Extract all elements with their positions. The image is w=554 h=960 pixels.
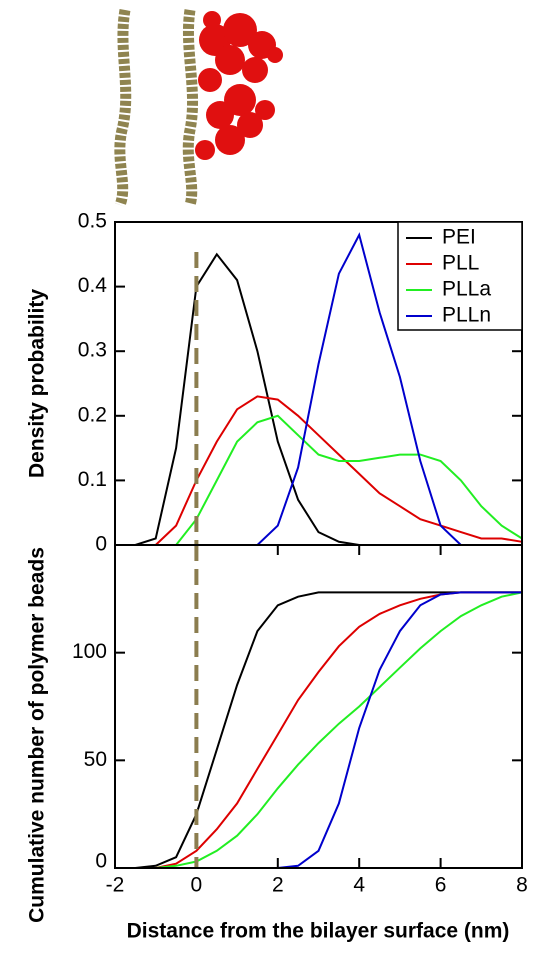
y-tick-label: 0.3 [78,339,107,362]
x-tick-label: 8 [516,874,528,897]
x-tick-label: -2 [106,874,125,897]
y-tick-label: 0.5 [78,210,107,233]
y-tick-label: 0 [95,533,107,556]
y-axis-label: Density probability [26,289,49,478]
x-axis-label: Distance from the bilayer surface (nm) [127,920,510,943]
x-tick-label: 2 [272,874,284,897]
legend-box [397,221,523,331]
x-tick-label: 6 [435,874,447,897]
series-line [115,414,523,546]
y-tick-label: 0.2 [78,403,107,426]
series-line [115,591,522,869]
legend-label: PEI [442,226,476,249]
series-line [115,395,523,546]
x-tick-label: 4 [353,874,365,897]
series-line [115,591,522,869]
legend-label: PLL [442,252,479,275]
legend-label: PLLa [442,278,491,301]
legend: PEI PLL PLLa PLLn [397,221,523,331]
y-axis-label: Cumulative number of polymer beads [26,547,49,923]
y-tick-label: 100 [72,640,107,663]
series-line [115,591,522,869]
y-tick-label: 50 [84,748,107,771]
series-line [115,591,523,869]
protein-blob [195,11,283,160]
y-tick-label: 0 [95,850,107,873]
y-tick-label: 0.1 [78,468,107,491]
polymer-strand [182,9,199,207]
x-tick-label: 0 [191,874,203,897]
polymer-strand [114,9,132,208]
legend-label: PLLn [442,304,491,327]
y-tick-label: 0.4 [78,274,108,297]
plot-frame [114,544,523,869]
molecule-image [114,9,283,208]
